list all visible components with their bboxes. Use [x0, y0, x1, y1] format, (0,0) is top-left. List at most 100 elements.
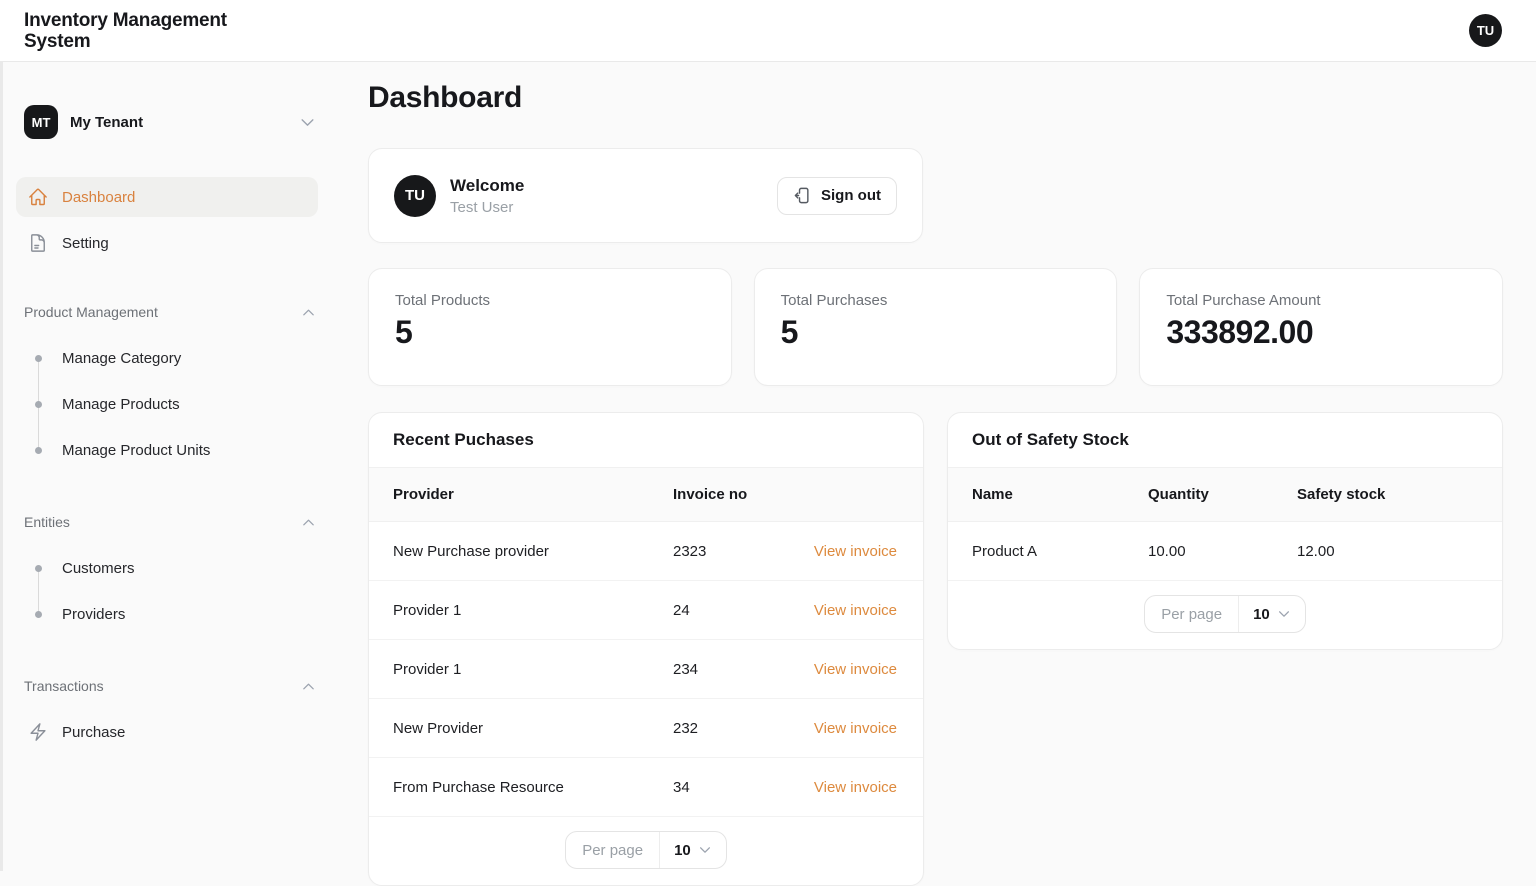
sidebar-item-providers[interactable]: Providers — [0, 591, 336, 637]
sidebar-item-purchase[interactable]: Purchase — [0, 709, 336, 755]
section-label: Entities — [24, 514, 70, 530]
invoice-no-cell: 2323 — [673, 542, 707, 560]
invoice-no-cell: 232 — [673, 719, 699, 737]
sidebar-item-label: Dashboard — [62, 188, 136, 206]
table-header: Name Quantity Safety stock — [948, 468, 1502, 522]
sidebar-item-label: Setting — [62, 234, 109, 252]
bullet-dot-icon — [35, 610, 42, 618]
table-header: Provider Invoice no — [369, 468, 923, 522]
connector-line — [38, 568, 39, 614]
welcome-username: Test User — [450, 198, 514, 216]
table-footer: Per page 10 — [369, 817, 923, 885]
per-page-label: Per page — [1145, 596, 1240, 632]
sign-out-label: Sign out — [821, 187, 881, 204]
sidebar-section-product-management: Product Management Manage Category Manag… — [0, 302, 336, 473]
bullet-dot-icon — [35, 446, 42, 454]
section-header-entities[interactable]: Entities — [24, 512, 316, 532]
safety-stock-cell: 12.00 — [1297, 542, 1335, 560]
sidebar-item-label: Manage Product Units — [62, 441, 211, 459]
provider-cell: New Purchase provider — [393, 542, 549, 560]
view-invoice-link[interactable]: View invoice — [813, 660, 897, 678]
column-header-safety-stock: Safety stock — [1297, 486, 1386, 503]
invoice-no-cell: 24 — [673, 601, 690, 619]
sidebar-nav: Dashboard Setting — [16, 177, 318, 263]
sign-out-button[interactable]: Sign out — [777, 176, 897, 215]
table-row: Provider 1 234 View invoice — [369, 640, 923, 699]
chevron-up-icon — [301, 515, 316, 530]
sidebar-item-manage-products[interactable]: Manage Products — [0, 381, 336, 427]
section-label: Transactions — [24, 678, 104, 694]
tenant-avatar: MT — [24, 105, 58, 139]
sidebar-item-label: Purchase — [62, 723, 126, 741]
view-invoice-link[interactable]: View invoice — [813, 719, 897, 737]
stat-card-total-products: Total Products 5 — [368, 268, 732, 386]
invoice-no-cell: 34 — [673, 778, 690, 796]
sidebar-section-transactions: Transactions Purchase — [0, 676, 336, 755]
stat-label: Total Purchase Amount — [1166, 292, 1321, 309]
sidebar-item-manage-category[interactable]: Manage Category — [0, 335, 336, 381]
table-row: New Purchase provider 2323 View invoice — [369, 522, 923, 581]
stat-value: 5 — [395, 314, 413, 350]
sidebar-item-label: Manage Category — [62, 349, 182, 367]
per-page-control: Per page 10 — [1144, 595, 1306, 633]
stat-label: Total Purchases — [780, 292, 888, 309]
sidebar-item-manage-product-units[interactable]: Manage Product Units — [0, 427, 336, 473]
section-header-product-management[interactable]: Product Management — [24, 302, 316, 322]
chevron-down-icon — [698, 843, 712, 857]
view-invoice-link[interactable]: View invoice — [813, 601, 897, 619]
sidebar-item-label: Manage Products — [62, 395, 180, 413]
view-invoice-link[interactable]: View invoice — [813, 778, 897, 796]
welcome-card: TU Welcome Test User Sign out — [368, 148, 923, 243]
stat-card-total-purchase-amount: Total Purchase Amount 333892.00 — [1139, 268, 1504, 386]
per-page-label: Per page — [566, 832, 661, 868]
column-header-quantity: Quantity — [1148, 486, 1209, 503]
logout-icon — [793, 186, 812, 205]
bullet-dot-icon — [35, 354, 42, 362]
chevron-up-icon — [301, 679, 316, 694]
recent-purchases-title: Recent Puchases — [369, 413, 923, 468]
scrollbar[interactable] — [0, 62, 3, 871]
quantity-cell: 10.00 — [1148, 542, 1186, 560]
chevron-up-icon — [301, 305, 316, 320]
chevron-down-icon — [299, 114, 316, 131]
sidebar-item-label: Customers — [62, 559, 135, 577]
table-row: Provider 1 24 View invoice — [369, 581, 923, 640]
document-icon — [28, 233, 48, 253]
column-header-invoice-no: Invoice no — [673, 486, 748, 503]
tenant-switcher[interactable]: MT My Tenant — [24, 105, 316, 139]
stat-value: 333892.00 — [1166, 314, 1314, 350]
welcome-title: Welcome — [450, 175, 525, 195]
sidebar-item-dashboard[interactable]: Dashboard — [16, 177, 318, 217]
column-header-provider: Provider — [393, 486, 454, 503]
tenant-name: My Tenant — [70, 113, 144, 131]
provider-cell: Provider 1 — [393, 660, 462, 678]
stat-card-total-purchases: Total Purchases 5 — [753, 268, 1118, 386]
bullet-dot-icon — [35, 400, 42, 408]
name-cell: Product A — [972, 542, 1038, 560]
sidebar-item-setting[interactable]: Setting — [16, 223, 318, 263]
user-avatar[interactable]: TU — [1469, 14, 1502, 47]
stats-row: Total Products 5 Total Purchases 5 Total… — [368, 268, 1504, 386]
invoice-no-cell: 234 — [673, 660, 699, 678]
sidebar-item-customers[interactable]: Customers — [0, 545, 336, 591]
table-footer: Per page 10 — [948, 581, 1502, 649]
table-row: Product A 10.00 12.00 — [948, 522, 1502, 581]
main-content: Dashboard TU Welcome Test User Sign out … — [336, 62, 1536, 886]
per-page-select[interactable]: 10 — [1239, 596, 1305, 632]
sidebar-item-label: Providers — [62, 605, 126, 623]
page-title: Dashboard — [368, 81, 522, 114]
column-header-name: Name — [972, 486, 1013, 503]
per-page-select[interactable]: 10 — [660, 832, 726, 868]
table-row: New Provider 232 View invoice — [369, 699, 923, 758]
chevron-down-icon — [1277, 607, 1291, 621]
sidebar-section-entities: Entities Customers Providers — [0, 512, 336, 637]
stat-label: Total Products — [395, 292, 491, 309]
safety-stock-title: Out of Safety Stock — [948, 413, 1502, 468]
bolt-icon — [28, 722, 48, 742]
view-invoice-link[interactable]: View invoice — [813, 542, 897, 560]
sidebar: MT My Tenant Dashboard Setting P — [0, 62, 336, 871]
avatar: TU — [394, 174, 436, 217]
section-header-transactions[interactable]: Transactions — [24, 676, 316, 696]
home-icon — [28, 187, 48, 207]
stat-value: 5 — [780, 314, 799, 350]
